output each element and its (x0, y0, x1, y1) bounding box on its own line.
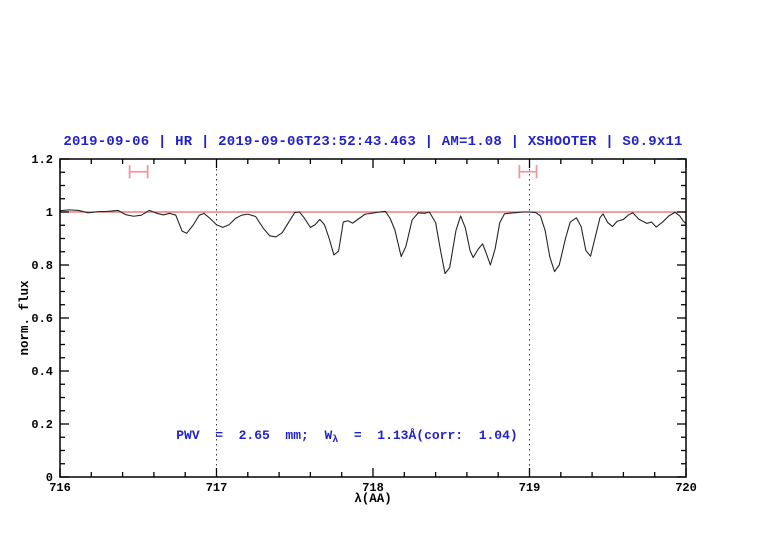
x-tick-label: 720 (675, 481, 697, 495)
lambda-subscript: λ (332, 435, 339, 446)
y-tick-label: 0 (46, 471, 53, 485)
pwv-annotation-text: PWV = 2.65 mm; W (176, 428, 333, 443)
y-tick-label: 0.6 (31, 312, 53, 326)
x-tick-label: 719 (519, 481, 541, 495)
y-tick-label: 1.2 (31, 153, 53, 167)
x-tick-label: 716 (49, 481, 71, 495)
x-tick-label: 718 (362, 481, 384, 495)
pwv-annotation: PWV = 2.65 mm; Wλ = 1.13Å(corr: 1.04) (145, 413, 518, 461)
y-tick-label: 0.8 (31, 259, 53, 273)
x-tick-label: 717 (206, 481, 228, 495)
y-tick-label: 0.4 (31, 365, 53, 379)
y-tick-label: 0.2 (31, 418, 53, 432)
spectrum-curve (59, 209, 687, 275)
y-tick-label: 1 (46, 206, 53, 220)
plot-title: 2019-09-06 | HR | 2019-09-06T23:52:43.46… (63, 134, 683, 150)
pwv-annotation-text-2: = 1.13Å(corr: 1.04) (338, 428, 518, 443)
y-axis-label: norm. flux (18, 280, 32, 356)
x-axis-label: λ(AA) (354, 492, 392, 506)
